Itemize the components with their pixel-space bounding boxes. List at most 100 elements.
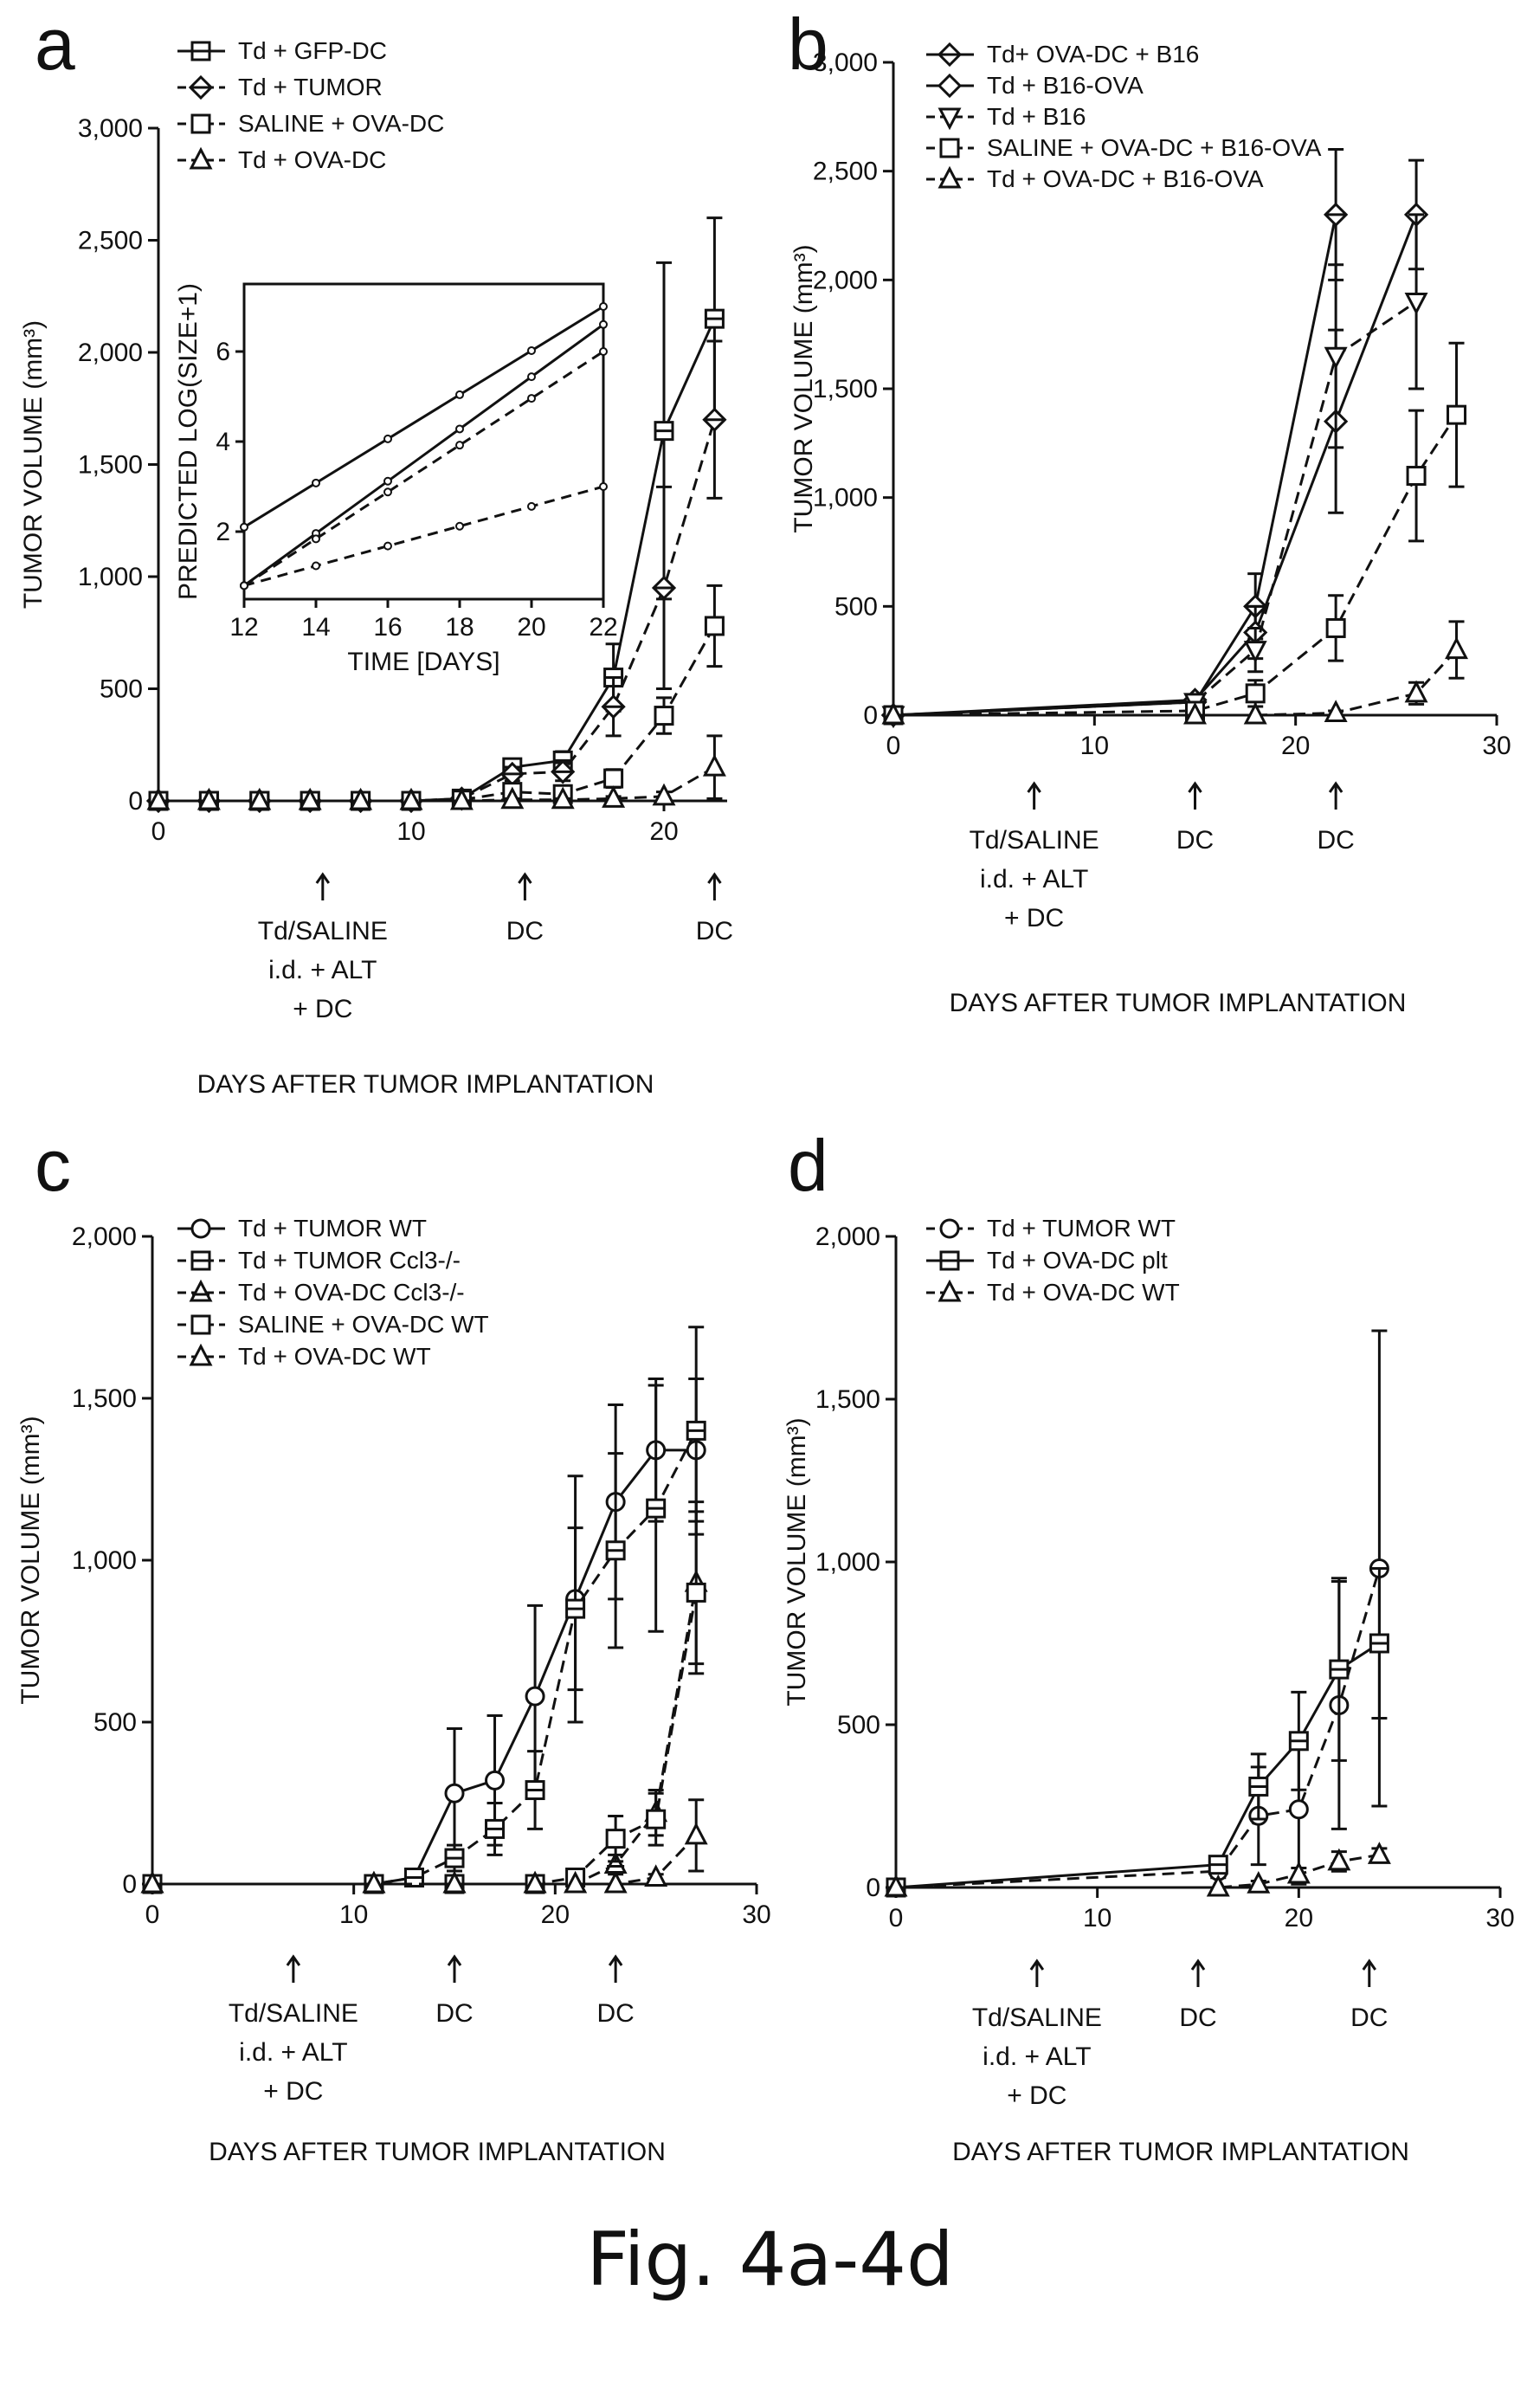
inset-point [456,442,463,448]
annotation-label: DC [1179,2004,1216,2032]
legend-label: Td + TUMOR WT [987,1215,1176,1242]
chart-panel-b: b010203005001,0001,5002,0002,5003,000TUM… [770,0,1540,1126]
inset-y-tick-label: 2 [216,518,230,546]
data-point [705,757,724,775]
y-tick-label-d: 500 [837,1711,880,1739]
panel-letter-d: d [788,1125,828,1206]
inset-point [456,391,463,398]
x-tick-label-a: 20 [649,817,678,846]
legend-label: Td + TUMOR [238,74,383,100]
y-tick-label-a: 3,000 [78,114,143,143]
x-tick-label-b: 0 [886,732,901,760]
data-point [654,786,673,804]
data-point [706,617,723,635]
annotation-label: Td/SALINE [970,826,1099,855]
inset-point [241,582,248,589]
x-tick-label-b: 30 [1482,732,1511,760]
series-line-d-1 [896,1643,1379,1887]
inset-x-tick-label: 20 [517,613,545,642]
annotation-label: + DC [1007,2081,1066,2110]
y-tick-label-a: 0 [128,787,143,816]
annotation-label: DC [1317,826,1354,855]
x-tick-label-d: 10 [1083,1904,1112,1933]
y-tick-label-b: 500 [834,592,878,621]
y-tick-label-c: 1,000 [72,1546,137,1575]
panel-letter-a: a [35,3,75,85]
figure-caption: Fig. 4a-4d [0,2216,1540,2303]
inset-point [600,483,607,490]
data-point [607,1830,624,1848]
annotation-label: DC [1350,2004,1388,2032]
annotation-label: + DC [1004,904,1064,932]
y-tick-label-b: 1,500 [813,375,878,403]
y-tick-label-b: 2,000 [813,266,878,294]
x-tick-label-a: 10 [396,817,425,846]
inset-point [600,303,607,310]
series-b-0 [883,150,1346,726]
chart-a-svg: a0102005001,0001,5002,0002,5003,000TUMOR… [0,0,770,1126]
y-tick-label-c: 500 [93,1708,137,1737]
x-tick-label-c: 30 [742,1900,770,1929]
series-c-1 [144,1327,705,1893]
inset-point [528,395,535,402]
data-point [686,1825,706,1843]
y-tick-label-b: 0 [863,701,878,730]
chart-b-svg: b010203005001,0001,5002,0002,5003,000TUM… [770,0,1540,1126]
inset-y-tick-label: 4 [216,428,230,456]
data-point [1447,640,1466,658]
chart-panel-c: c010203005001,0001,5002,000TUMOR VOLUME … [0,1126,770,2199]
series-b-1 [883,160,1427,726]
legend-label: SALINE + OVA-DC [238,110,444,137]
inset-x-tick-label: 22 [589,613,617,642]
annotation-label: DC [506,917,544,945]
legend-label: Td + TUMOR Ccl3-/- [238,1247,461,1274]
legend-label: Td + OVA-DC [238,146,386,173]
inset-point [241,524,248,531]
data-point [486,1771,504,1789]
inset-x-axis-title: TIME [DAYS] [347,648,499,676]
series-d-1 [887,1569,1388,1896]
annotation-label: Td/SALINE [258,917,388,945]
series-line-b-3 [893,415,1457,715]
data-point [1330,1851,1349,1869]
chart-panel-d: d010203005001,0001,5002,000TUMOR VOLUME … [770,1126,1540,2199]
inset-point [528,347,535,354]
x-tick-label-b: 10 [1080,732,1109,760]
annotation-label: + DC [263,2077,323,2106]
annotation-label: i.d. + ALT [239,2038,347,2067]
x-tick-label-b: 20 [1281,732,1310,760]
y-tick-label-b: 3,000 [813,48,878,77]
legend-label: Td + OVA-DC WT [238,1343,431,1370]
annotation-label: DC [696,917,733,945]
series-d-0 [887,1331,1388,1896]
legend-label: Td + OVA-DC WT [987,1279,1180,1306]
inset-chart: 121416182022246TIME [DAYS]PREDICTED LOG(… [174,283,618,676]
inset-x-tick-label: 12 [229,613,258,642]
inset-y-tick-label: 6 [216,338,230,366]
annotation-label: Td/SALINE [229,1999,358,2028]
inset-point [384,543,391,550]
legend-marker [192,1220,209,1237]
annotation-label: i.d. + ALT [268,956,377,984]
inset-point [528,373,535,380]
panel-letter-c: c [35,1125,71,1206]
x-tick-label-d: 30 [1485,1904,1514,1933]
series-line-b-4 [893,650,1457,715]
legend-label: Td + OVA-DC Ccl3-/- [238,1279,465,1306]
y-tick-label-a: 2,000 [78,339,143,367]
data-point [1326,348,1345,366]
series-line-b-1 [893,215,1416,715]
x-tick-label-c: 20 [541,1900,570,1929]
y-axis-title-c: TUMOR VOLUME (mm³) [16,1416,45,1704]
x-tick-label-c: 0 [145,1900,160,1929]
data-point [687,1584,705,1601]
data-point [1408,468,1425,485]
data-point [647,1868,666,1886]
data-point [526,1687,544,1705]
y-axis-title-b: TUMOR VOLUME (mm³) [789,244,818,532]
data-point [446,1784,463,1802]
x-tick-label-d: 20 [1285,1904,1313,1933]
inset-point [456,523,463,530]
inset-point [313,563,319,570]
data-point [1448,406,1466,423]
